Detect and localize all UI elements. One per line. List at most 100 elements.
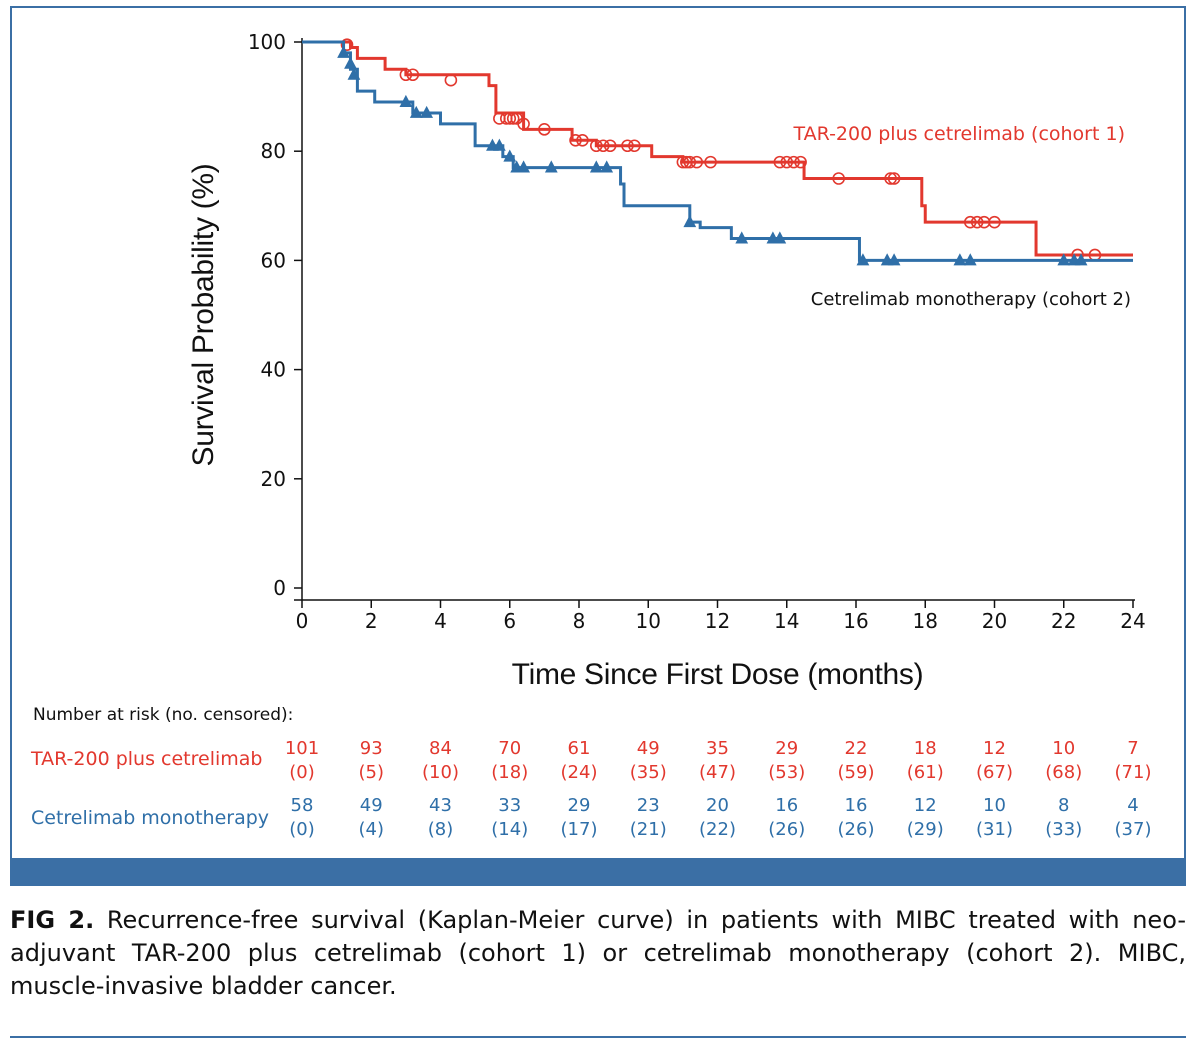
risk-cell: 7 (71) [1093, 737, 1173, 785]
censor-marker-circle [576, 133, 589, 147]
risk-cell-at-risk: 8 [1058, 795, 1070, 816]
risk-cell: 49 (35) [608, 737, 688, 785]
risk-cell-at-risk: 22 [844, 738, 868, 759]
censor-marker-circle [676, 155, 690, 169]
y-axis-title: Survival Probability (%) [187, 164, 220, 467]
risk-cell: 8 (33) [1024, 794, 1104, 842]
risk-cell-censored: (10) [422, 762, 459, 783]
censor-marker-triangle [399, 94, 413, 108]
y-tick-label: 40 [261, 358, 286, 382]
censor-marker-triangle [887, 253, 901, 266]
risk-cell: 43 (8) [401, 794, 481, 842]
x-tick-label: 20 [982, 609, 1007, 633]
risk-cell: 61 (24) [539, 737, 619, 785]
figure-caption: FIG 2. Recurrence-free survival (Kaplan-… [10, 904, 1186, 1003]
y-tick-label: 100 [248, 30, 286, 54]
y-tick-label: 20 [261, 467, 286, 491]
censor-marker-circle [794, 155, 807, 169]
risk-cell: 33 (14) [470, 794, 550, 842]
y-tick-label: 0 [273, 576, 286, 600]
risk-cell-censored: (61) [906, 762, 944, 783]
risk-cell: 10 (31) [955, 794, 1035, 842]
y-tick-label: 80 [261, 139, 286, 163]
censor-marker-triangle [337, 45, 350, 58]
risk-cell-censored: (24) [560, 762, 598, 783]
caption-rule [10, 1036, 1186, 1038]
censor-marker-circle [569, 133, 582, 147]
x-tick-label: 10 [636, 609, 661, 633]
risk-cell-at-risk: 101 [284, 738, 320, 759]
risk-cell: 4 (37) [1093, 794, 1173, 842]
risk-cell-censored: (17) [560, 819, 598, 840]
x-tick-label: 4 [434, 609, 447, 633]
caption-text: Recurrence-free survival (Kaplan-Meier c… [10, 906, 1186, 1000]
censor-marker-circle [887, 172, 901, 185]
risk-cell-censored: (35) [629, 762, 667, 783]
risk-cell-censored: (26) [837, 819, 875, 840]
risk-cell: 70 (18) [470, 737, 550, 785]
censor-marker-circle [787, 155, 800, 169]
risk-cell: 20 (22) [678, 794, 758, 842]
risk-cell-censored: (71) [1114, 762, 1152, 783]
risk-cell: 10 (68) [1024, 737, 1104, 785]
x-tick-label: 18 [913, 609, 938, 633]
censor-marker-triangle [492, 138, 506, 151]
risk-cell: 22 (59) [816, 737, 896, 785]
censor-marker-circle [603, 139, 617, 153]
risk-cell: 93 (5) [331, 737, 411, 785]
censor-marker-triangle [517, 160, 530, 173]
risk-cell-at-risk: 18 [913, 738, 937, 759]
risk-cell-at-risk: 49 [636, 738, 660, 759]
x-tick-label: 12 [705, 609, 730, 633]
risk-cell-censored: (68) [1045, 762, 1083, 783]
series-line-1 [302, 40, 1133, 257]
risk-cell: 58 (0) [262, 794, 342, 842]
censor-marker-circle [596, 139, 610, 153]
censor-marker-circle [628, 139, 641, 153]
censor-marker-circle [970, 215, 984, 229]
censor-marker-circle [506, 112, 520, 125]
risk-cell-censored: (31) [976, 819, 1013, 840]
risk-cell-at-risk: 4 [1127, 795, 1139, 816]
risk-cell: 16 (26) [816, 794, 896, 842]
x-tick-label: 16 [843, 609, 868, 633]
risk-cell-at-risk: 10 [1052, 738, 1076, 759]
risk-row-label: TAR-200 plus cetrelimab [31, 748, 263, 770]
risk-cell-at-risk: 70 [498, 738, 522, 759]
censor-marker-triangle [344, 56, 357, 69]
censor-marker-circle [780, 155, 794, 169]
censor-marker-circle [704, 155, 717, 169]
risk-cell-at-risk: 29 [775, 738, 799, 759]
risk-cell: 16 (26) [747, 794, 827, 842]
censor-marker-triangle [773, 231, 787, 244]
censor-marker-circle [503, 112, 517, 125]
censor-marker-circle [517, 117, 530, 131]
risk-cell: 35 (47) [678, 737, 758, 785]
risk-cell-at-risk: 16 [844, 795, 868, 816]
risk-cell-at-risk: 93 [359, 738, 383, 759]
y-tick-label: 60 [261, 248, 286, 272]
x-tick-label: 6 [503, 609, 516, 633]
censor-marker-circle [884, 172, 897, 185]
risk-cell-censored: (18) [491, 762, 529, 783]
censor-marker-triangle [1057, 253, 1071, 266]
censor-marker-circle [988, 215, 1001, 229]
risk-cell-censored: (37) [1114, 819, 1152, 840]
x-tick-label: 8 [573, 609, 586, 633]
x-tick-label: 22 [1051, 609, 1076, 633]
risk-cell-censored: (26) [768, 819, 806, 840]
risk-cell-at-risk: 58 [290, 795, 314, 816]
risk-cell: 84 (10) [401, 737, 481, 785]
censor-marker-circle [690, 155, 704, 169]
censor-marker-circle [538, 123, 551, 136]
risk-cell-at-risk: 23 [636, 795, 660, 816]
censor-marker-circle [590, 139, 603, 153]
censor-marker-triangle [683, 215, 697, 228]
risk-cell-at-risk: 43 [429, 795, 452, 816]
censor-marker-triangle [953, 253, 967, 266]
censor-marker-triangle [409, 105, 423, 118]
risk-cell: 49 (4) [331, 794, 411, 842]
censor-marker-circle [832, 172, 845, 185]
censor-marker-circle [963, 215, 977, 229]
